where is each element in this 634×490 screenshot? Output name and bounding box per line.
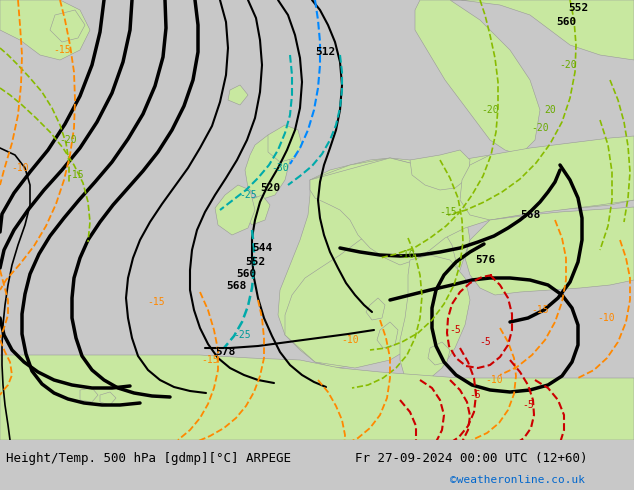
Text: -30: -30 (271, 163, 289, 173)
Polygon shape (228, 85, 248, 105)
Text: 568: 568 (520, 210, 540, 220)
Polygon shape (215, 185, 255, 235)
Text: -5: -5 (449, 325, 461, 335)
Text: -15: -15 (201, 355, 219, 365)
Polygon shape (366, 298, 385, 320)
Polygon shape (244, 195, 270, 225)
Polygon shape (377, 322, 398, 348)
Polygon shape (310, 138, 634, 265)
Text: 512: 512 (315, 47, 335, 57)
Polygon shape (80, 388, 98, 402)
Text: 568: 568 (226, 281, 246, 291)
Text: -5: -5 (469, 390, 481, 400)
Text: 520: 520 (260, 183, 280, 193)
Polygon shape (428, 342, 450, 365)
Polygon shape (0, 0, 90, 60)
Polygon shape (410, 150, 470, 190)
Text: -15: -15 (439, 207, 457, 217)
Text: -15: -15 (66, 170, 84, 180)
Text: -20: -20 (531, 123, 549, 133)
Polygon shape (278, 158, 470, 368)
Polygon shape (100, 392, 116, 405)
Text: -25: -25 (239, 190, 257, 200)
Text: -10: -10 (485, 375, 503, 385)
Polygon shape (0, 355, 634, 440)
Polygon shape (415, 0, 540, 155)
Polygon shape (245, 135, 290, 200)
Polygon shape (0, 380, 634, 440)
Text: Fr 27-09-2024 00:00 UTC (12+60): Fr 27-09-2024 00:00 UTC (12+60) (355, 451, 588, 465)
Polygon shape (268, 125, 302, 162)
Text: -10: -10 (341, 335, 359, 345)
Text: 560: 560 (556, 17, 576, 27)
Text: ©weatheronline.co.uk: ©weatheronline.co.uk (450, 475, 585, 485)
Text: -20: -20 (559, 60, 577, 70)
Text: -15: -15 (531, 305, 549, 315)
Text: 544: 544 (252, 243, 272, 253)
Polygon shape (465, 207, 634, 295)
Text: -15: -15 (147, 297, 165, 307)
Text: 576: 576 (475, 255, 495, 265)
Text: 560: 560 (236, 269, 256, 279)
Text: -5: -5 (479, 337, 491, 347)
Text: -10: -10 (597, 313, 615, 323)
Text: 20: 20 (544, 105, 556, 115)
Polygon shape (460, 136, 634, 220)
Text: -20: -20 (59, 135, 77, 145)
Text: -20: -20 (481, 105, 499, 115)
Polygon shape (285, 215, 458, 368)
Text: 578: 578 (215, 347, 235, 357)
Text: -5: -5 (522, 400, 534, 410)
Polygon shape (420, 0, 634, 60)
Polygon shape (50, 10, 85, 42)
Text: 552: 552 (245, 257, 265, 267)
Polygon shape (400, 255, 470, 385)
Text: -25: -25 (233, 330, 251, 340)
Text: Height/Temp. 500 hPa [gdmp][°C] ARPEGE: Height/Temp. 500 hPa [gdmp][°C] ARPEGE (6, 451, 291, 465)
Text: -10: -10 (11, 163, 29, 173)
Text: -15: -15 (53, 45, 71, 55)
Text: 552: 552 (568, 3, 588, 13)
Polygon shape (310, 158, 440, 218)
Text: -10: -10 (397, 250, 415, 260)
